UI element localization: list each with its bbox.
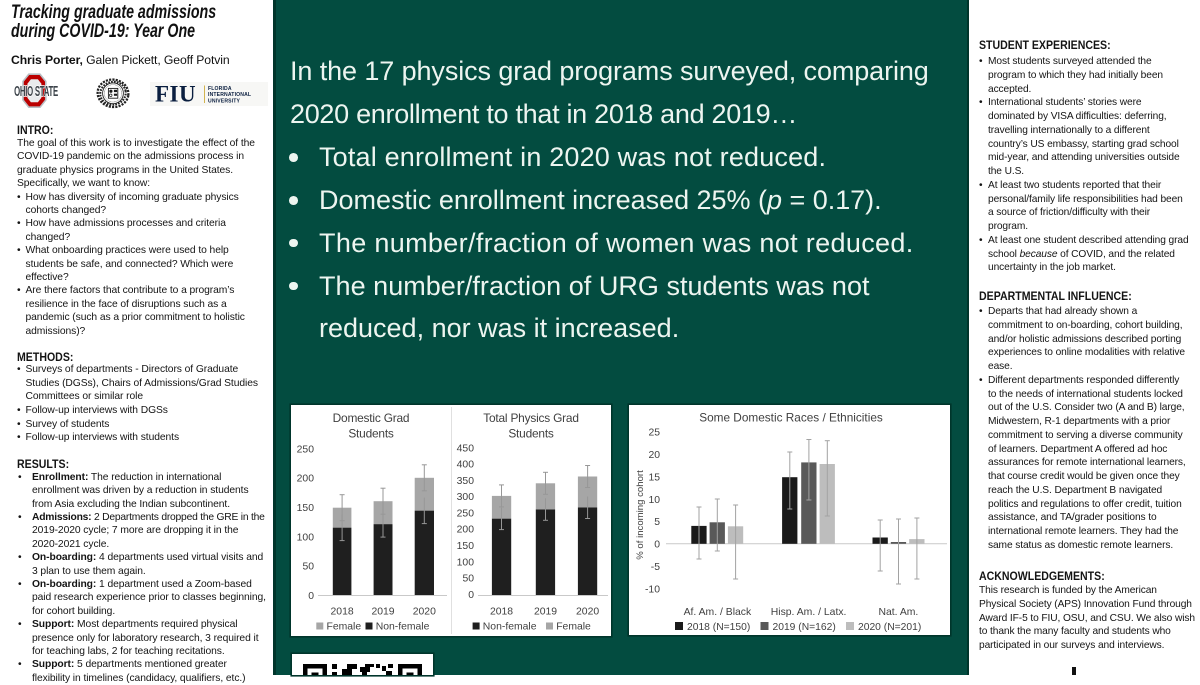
svg-text:FLORIDA: FLORIDA (208, 86, 232, 92)
svg-text:FIU: FIU (155, 82, 196, 106)
svg-text:% of incoming cohort: % of incoming cohort (635, 470, 646, 560)
svg-text:2019: 2019 (534, 607, 557, 618)
svg-text:2019 (N=162): 2019 (N=162) (773, 622, 836, 633)
svg-text:2019: 2019 (371, 607, 394, 618)
svg-text:100: 100 (297, 532, 315, 543)
svg-text:2020 (N=201): 2020 (N=201) (858, 622, 921, 633)
svg-text:100: 100 (457, 557, 475, 568)
svg-text:0: 0 (468, 590, 474, 601)
svg-text:250: 250 (457, 509, 475, 520)
svg-text:0: 0 (654, 540, 660, 551)
svg-text:Female: Female (327, 622, 362, 633)
svg-text:450: 450 (457, 443, 475, 454)
svg-text:-5: -5 (651, 562, 660, 573)
svg-text:Students: Students (348, 427, 394, 441)
svg-text:350: 350 (457, 476, 475, 487)
svg-text:50: 50 (462, 574, 474, 585)
svg-text:2018 (N=150): 2018 (N=150) (687, 622, 750, 633)
svg-text:150: 150 (297, 503, 315, 514)
svg-text:2018: 2018 (331, 607, 354, 618)
svg-text:50: 50 (302, 562, 314, 573)
svg-text:Af. Am. / Black: Af. Am. / Black (684, 607, 752, 618)
svg-text:INTERNATIONAL: INTERNATIONAL (208, 92, 251, 98)
svg-text:Domestic Grad: Domestic Grad (333, 411, 410, 425)
svg-text:200: 200 (297, 474, 315, 485)
svg-text:2018: 2018 (490, 607, 513, 618)
svg-text:2020: 2020 (576, 607, 599, 618)
svg-text:10: 10 (648, 495, 660, 506)
svg-text:Nat. Am.: Nat. Am. (878, 607, 918, 618)
svg-text:150: 150 (457, 541, 475, 552)
svg-text:25: 25 (648, 428, 660, 439)
svg-text:Total Physics Grad: Total Physics Grad (483, 411, 579, 425)
svg-text:Female: Female (556, 622, 591, 633)
svg-text:-10: -10 (645, 584, 660, 595)
svg-text:Some Domestic Races / Ethnicit: Some Domestic Races / Ethnicities (699, 411, 883, 425)
svg-text:20: 20 (648, 450, 660, 461)
svg-text:Non-female: Non-female (483, 622, 537, 633)
svg-text:UNIVERSITY: UNIVERSITY (208, 98, 241, 104)
svg-text:0: 0 (308, 591, 314, 602)
svg-text:Students: Students (508, 427, 554, 441)
svg-text:15: 15 (648, 472, 660, 483)
svg-text:200: 200 (457, 525, 475, 536)
svg-text:250: 250 (297, 444, 315, 455)
svg-text:Hisp. Am. / Latx.: Hisp. Am. / Latx. (771, 607, 847, 618)
svg-text:400: 400 (457, 460, 475, 471)
svg-text:300: 300 (457, 492, 475, 503)
svg-text:OHIO STATE: OHIO STATE (14, 82, 58, 100)
svg-text:2020: 2020 (413, 607, 436, 618)
svg-text:Non-female: Non-female (376, 622, 430, 633)
svg-text:5: 5 (654, 517, 660, 528)
